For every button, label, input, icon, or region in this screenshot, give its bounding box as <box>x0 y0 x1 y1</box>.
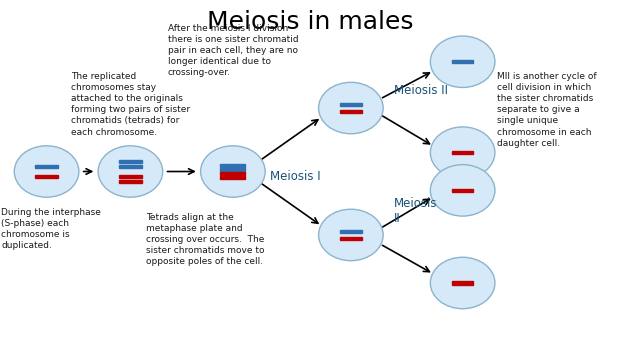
Text: The replicated
chromosomes stay
attached to the originals
forming two pairs of s: The replicated chromosomes stay attached… <box>71 72 191 137</box>
Ellipse shape <box>14 146 79 197</box>
Bar <box>220 176 245 178</box>
Text: MII is another cycle of
cell division in which
the sister chromatids
separate to: MII is another cycle of cell division in… <box>497 72 596 147</box>
Text: Tetrads align at the
metaphase plate and
crossing over occurs.  The
sister chrom: Tetrads align at the metaphase plate and… <box>146 213 265 266</box>
Bar <box>220 165 245 167</box>
Text: Meiosis II: Meiosis II <box>394 84 448 97</box>
Bar <box>340 110 362 113</box>
Bar <box>452 281 473 285</box>
Bar <box>220 168 245 171</box>
Bar <box>340 103 362 106</box>
Bar <box>220 172 245 175</box>
Text: After the meiosis I division
there is one sister chromatid
pair in each cell, th: After the meiosis I division there is on… <box>168 24 298 78</box>
Ellipse shape <box>98 146 163 197</box>
Bar <box>340 230 362 233</box>
Ellipse shape <box>430 127 495 178</box>
Text: During the interphase
(S-phase) each
chromosome is
duplicated.: During the interphase (S-phase) each chr… <box>1 208 101 250</box>
Ellipse shape <box>430 257 495 309</box>
Bar <box>35 175 58 178</box>
Text: Meiosis in males: Meiosis in males <box>207 10 414 34</box>
Bar <box>452 189 473 192</box>
Ellipse shape <box>319 209 383 261</box>
Bar <box>452 151 473 154</box>
Bar <box>119 160 142 163</box>
Bar <box>119 165 142 168</box>
Ellipse shape <box>319 82 383 134</box>
Bar <box>119 180 142 183</box>
Ellipse shape <box>430 165 495 216</box>
Ellipse shape <box>430 36 495 87</box>
Bar <box>35 165 58 168</box>
Bar <box>119 175 142 178</box>
Text: Meiosis I: Meiosis I <box>270 170 321 183</box>
Ellipse shape <box>201 146 265 197</box>
Text: Meiosis
II: Meiosis II <box>394 197 438 225</box>
Bar <box>452 60 473 63</box>
Bar <box>340 237 362 240</box>
